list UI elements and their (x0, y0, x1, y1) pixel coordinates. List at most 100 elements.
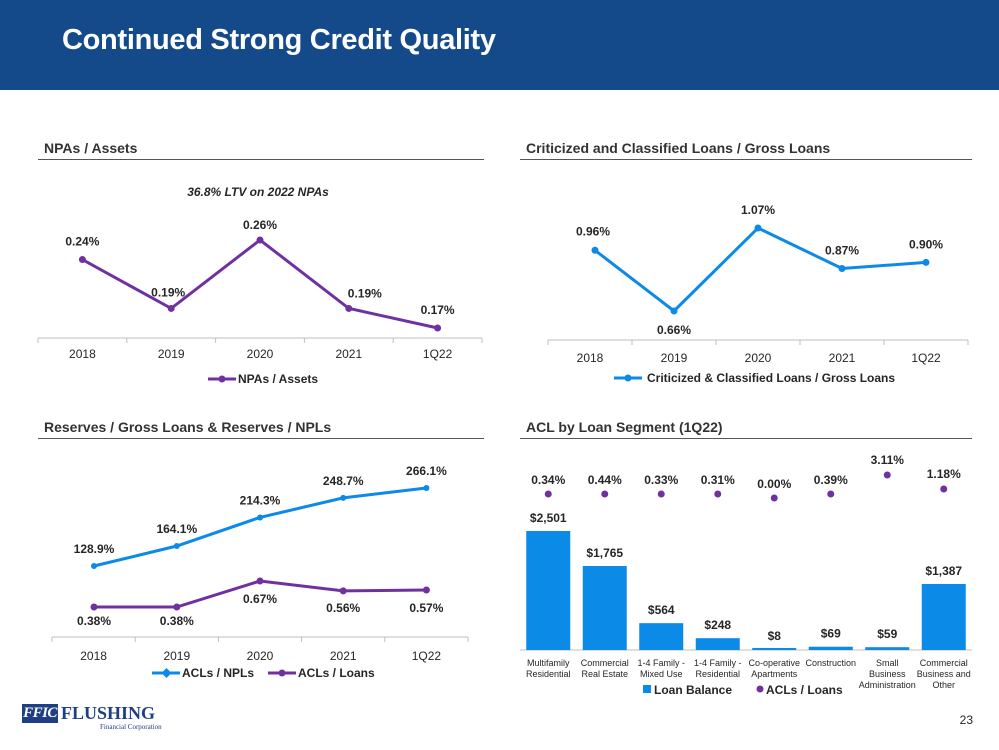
acl-ratio-label: 0.34% (531, 473, 565, 487)
logo-wordmark: FLUSHING (61, 703, 156, 723)
criticized-x-tick-label: 2020 (745, 351, 772, 365)
acl-legend-bar-swatch (643, 685, 651, 693)
criticized-data-label: 0.90% (909, 237, 943, 251)
acl-category-label: Real Estate (581, 669, 628, 679)
acl-bar-value-label: $564 (648, 603, 675, 617)
reserves-npl-data-label: 248.7% (323, 474, 364, 488)
criticized-legend-marker (624, 374, 632, 382)
acl-category-label: Other (932, 680, 955, 690)
criticized-x-tick-label: 2018 (577, 351, 604, 365)
reserves-legend-npl-label: ACLs / NPLs (182, 666, 254, 680)
npa-legend-label: NPAs / Assets (238, 372, 318, 386)
acl-category-label: Mixed Use (640, 669, 683, 679)
npa-chart-subtitle: 36.8% LTV on 2022 NPAs (187, 185, 329, 199)
reserves-legend-npl-marker (161, 668, 172, 678)
reserves-x-tick-label: 2019 (163, 649, 190, 663)
npa-data-label: 0.19% (348, 286, 382, 300)
acl-ratio-point (883, 471, 891, 479)
acl-ratio-label: 0.00% (757, 477, 791, 491)
section-title-reserves: Reserves / Gross Loans & Reserves / NPLs (44, 419, 332, 435)
acl-legend-bar-label: Loan Balance (654, 683, 732, 697)
section-title-acl: ACL by Loan Segment (1Q22) (526, 419, 723, 435)
acl-bar (921, 584, 966, 650)
acl-category-label: Apartments (751, 669, 798, 679)
acl-bar-value-label: $2,501 (530, 511, 567, 525)
section-rule-npa (38, 159, 484, 160)
acl-category-label: Residential (526, 669, 571, 679)
reserves-npl-point (340, 494, 347, 501)
acl-ratio-point (601, 490, 609, 498)
acl-ratio-point (770, 494, 778, 502)
acl-bar (865, 647, 910, 650)
acl-ratio-point (544, 490, 552, 498)
criticized-data-label: 1.07% (741, 203, 775, 217)
criticized-x-tick-label: 1Q22 (911, 351, 941, 365)
acl-bar-value-label: $1,387 (925, 564, 962, 578)
reserves-loans-point (256, 577, 264, 585)
criticized-point (838, 264, 846, 272)
reserves-npl-point (173, 542, 180, 549)
logo-subtitle: Financial Corporation (100, 723, 162, 731)
acl-bar (695, 638, 740, 650)
npa-x-tick-label: 1Q22 (423, 347, 453, 361)
reserves-legend-loans-marker (278, 669, 286, 677)
reserves-x-tick-label: 2018 (80, 649, 107, 663)
acl-legend-ratio-marker (756, 685, 764, 693)
acl-ratio-label: 0.44% (588, 473, 622, 487)
reserves-x-tick-label: 1Q22 (412, 649, 442, 663)
criticized-point (591, 246, 599, 254)
acl-category-label: Multifamily (527, 658, 570, 668)
acl-bar-value-label: $248 (704, 618, 731, 632)
reserves-npl-point (257, 514, 263, 521)
acl-category-label: 1-4 Family - (694, 658, 742, 668)
reserves-npl-data-label: 128.9% (74, 542, 115, 556)
reserves-npl-data-label: 164.1% (156, 522, 197, 536)
section-rule-acl (520, 438, 972, 439)
acl-bar (752, 648, 797, 650)
reserves-loans-data-label: 0.56% (326, 601, 360, 615)
section-rule-reserves (38, 438, 484, 439)
title-banner: Continued Strong Credit Quality (0, 0, 999, 90)
criticized-data-label: 0.87% (825, 243, 859, 257)
acl-bar-value-label: $1,765 (586, 546, 623, 560)
reserves-npl-point (423, 485, 430, 491)
acl-ratio-point (940, 485, 948, 493)
criticized-data-label: 0.66% (657, 323, 691, 337)
reserves-x-tick-label: 2020 (247, 649, 274, 663)
reserves-loans-point (90, 603, 98, 611)
acl-category-label: Construction (805, 658, 856, 668)
reserves-loans-data-label: 0.38% (160, 614, 194, 628)
acl-bar (808, 646, 853, 650)
acl-bar (526, 531, 571, 650)
acl-ratio-label: 3.11% (871, 453, 905, 467)
criticized-point (754, 224, 762, 232)
page-number: 23 (959, 713, 973, 727)
npa-legend-marker (218, 375, 226, 383)
npa-point (345, 304, 353, 312)
reserves-loans-point (422, 586, 430, 594)
reserves-loans-point (339, 587, 347, 595)
npa-series-line (81, 238, 438, 330)
npa-data-label: 0.19% (151, 285, 185, 299)
acl-ratio-label: 0.39% (814, 473, 848, 487)
criticized-legend-label: Criticized & Classified Loans / Gross Lo… (647, 371, 895, 385)
acl-bar (582, 566, 627, 650)
reserves-npl-data-label: 214.3% (240, 493, 281, 507)
criticized-point (670, 307, 678, 315)
acl-category-label: 1-4 Family - (637, 658, 685, 668)
acl-ratio-point (827, 490, 835, 498)
criticized-data-label: 0.96% (576, 224, 610, 238)
logo-mark: FFIC (22, 704, 58, 723)
reserves-x-tick-label: 2021 (330, 649, 357, 663)
reserves-loans-data-label: 0.38% (77, 614, 111, 628)
npa-x-tick-label: 2018 (69, 347, 96, 361)
acl-ratio-label: 0.31% (701, 473, 735, 487)
reserves-legend-loans-label: ACLs / Loans (298, 666, 375, 680)
npa-point (256, 236, 264, 244)
acl-bar-value-label: $8 (768, 629, 782, 643)
acl-category-label: Commercial (920, 658, 968, 668)
acl-category-label: Small (876, 658, 899, 668)
npa-point (434, 324, 442, 332)
criticized-x-tick-label: 2019 (661, 351, 688, 365)
